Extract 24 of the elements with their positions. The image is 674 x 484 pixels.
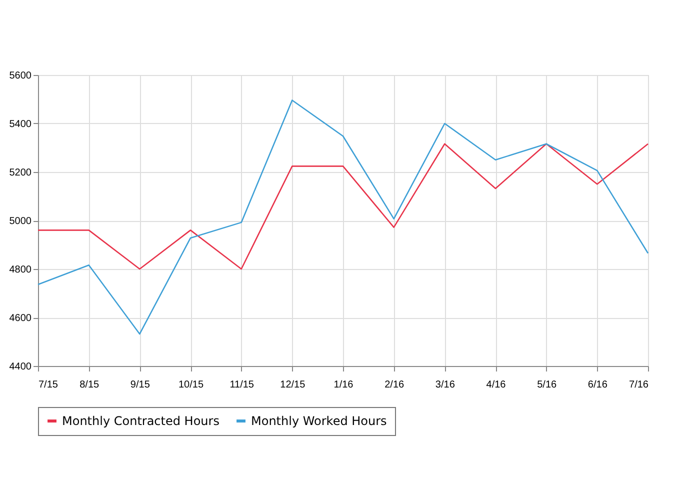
- legend-label: Monthly Contracted Hours: [62, 414, 220, 428]
- x-tick-label: 8/15: [80, 380, 100, 390]
- y-tick-label: 4400: [9, 362, 32, 372]
- x-tick-label: 3/16: [435, 380, 456, 390]
- x-tick-label: 7/16: [629, 380, 649, 390]
- x-tick-label: 10/15: [178, 380, 204, 390]
- y-tick-label: 5600: [9, 70, 32, 82]
- x-tick-label: 4/16: [486, 380, 506, 390]
- x-tick-label: 12/15: [280, 380, 306, 390]
- y-tick-label: 4600: [9, 313, 32, 324]
- x-tick-label: 2/16: [384, 380, 404, 390]
- x-tick-label: 7/15: [38, 380, 58, 390]
- x-tick-label: 11/15: [230, 380, 254, 390]
- x-tick-label: 9/15: [130, 380, 150, 390]
- y-tick-label: 5000: [9, 216, 32, 227]
- line-series: [37, 143, 649, 270]
- y-tick-label: 5400: [9, 119, 32, 130]
- y-tick-label: 4800: [9, 264, 32, 276]
- x-tick-label: 6/16: [588, 380, 608, 390]
- y-tick-label: 5200: [9, 168, 32, 178]
- x-tick-label: 5/16: [537, 380, 557, 390]
- legend-label: Monthly Worked Hours: [251, 414, 387, 428]
- x-tick-label: 1/16: [334, 380, 354, 390]
- line-series: [37, 100, 649, 335]
